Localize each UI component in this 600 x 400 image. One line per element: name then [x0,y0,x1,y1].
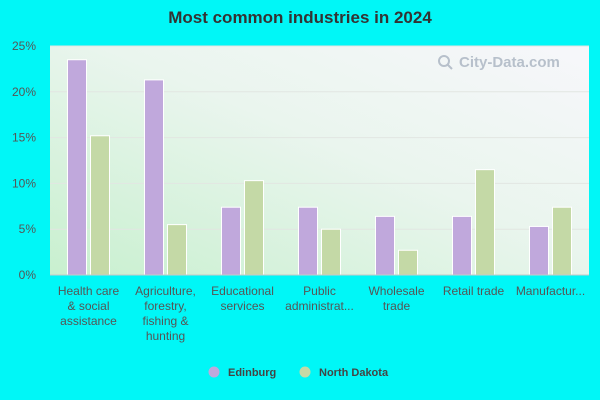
bar-north-dakota[interactable] [321,228,341,276]
gridlines [50,45,589,230]
x-tick-line: Manufactur... [516,284,585,298]
x-tick-label: Manufactur... [516,284,585,298]
bar-edinburg[interactable] [298,206,318,276]
y-tick-label: 15% [12,131,36,145]
y-tick-label: 25% [12,39,36,53]
x-tick-line: services [220,299,264,313]
bar-edinburg[interactable] [67,59,87,276]
bar-edinburg[interactable] [529,225,549,276]
x-axis-ticks: Health care & social assistance Agriculture… [58,284,585,343]
y-tick-label: 20% [12,85,36,99]
x-tick-label: Agriculture, forestry, fishing & hunting [135,284,196,343]
x-tick-label: Educational services [211,284,274,313]
x-tick-line: Retail trade [443,284,505,298]
chart-title: Most common industries in 2024 [168,8,432,27]
bars [67,59,572,276]
legend-label: North Dakota [319,367,389,379]
bar-north-dakota[interactable] [90,135,110,276]
bar-edinburg[interactable] [144,79,164,276]
y-axis-ticks: 0% 5% 10% 15% 20% 25% [12,39,36,282]
plot-area [50,46,589,275]
x-tick-label: Public administrat... [285,284,354,313]
x-tick-line: trade [383,299,411,313]
legend: Edinburg North Dakota [208,366,389,379]
legend-swatch [299,366,311,378]
watermark-text: City-Data.com [459,54,560,71]
x-tick-line: Public [303,284,336,298]
x-tick-label: Wholesale trade [368,284,424,313]
legend-swatch [208,366,220,378]
y-tick-label: 10% [12,176,36,190]
x-tick-line: Wholesale [368,284,424,298]
bar-north-dakota[interactable] [398,249,418,276]
bar-north-dakota[interactable] [552,206,572,276]
bar-edinburg[interactable] [452,215,472,276]
x-tick-label: Retail trade [443,284,505,298]
bar-edinburg[interactable] [375,215,395,276]
x-tick-line: assistance [60,314,117,328]
y-tick-label: 0% [19,268,37,282]
x-tick-line: administrat... [285,299,354,313]
bar-north-dakota[interactable] [475,169,495,276]
x-tick-label: Health care & social assistance [58,284,120,328]
x-tick-line: Educational [211,284,274,298]
bar-north-dakota[interactable] [167,224,187,276]
x-tick-line: fishing & [142,314,188,328]
x-tick-line: Agriculture, [135,284,196,298]
search-icon [438,55,453,70]
x-tick-line: & social [67,299,109,313]
x-tick-line: Health care [58,284,120,298]
y-tick-label: 5% [19,222,37,236]
x-tick-line: hunting [146,329,185,343]
legend-label: Edinburg [228,367,276,379]
bar-north-dakota[interactable] [244,180,264,276]
x-tick-line: forestry, [144,299,186,313]
bar-edinburg[interactable] [221,206,241,276]
watermark: City-Data.com [438,54,560,71]
